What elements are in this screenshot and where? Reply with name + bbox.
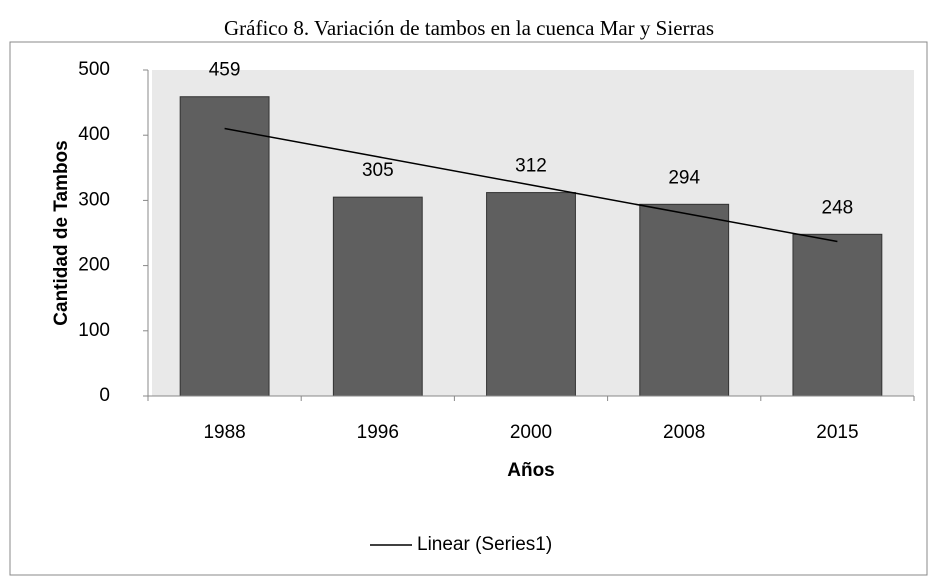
x-axis-title: Años [507, 460, 555, 481]
y-tick-label: 300 [78, 189, 110, 210]
y-axis-title: Cantidad de Tambos [51, 140, 72, 325]
trend-line [224, 127, 838, 243]
x-tick-label: 1988 [203, 422, 245, 443]
bar [486, 192, 576, 397]
data-label: 305 [362, 160, 394, 181]
bar [179, 96, 270, 397]
y-tick-label: 0 [99, 385, 110, 406]
bar [332, 196, 423, 397]
bar [792, 233, 883, 397]
y-tick-label: 200 [78, 255, 110, 276]
x-tick-label: 2015 [816, 422, 858, 443]
y-tick-label: 100 [78, 320, 110, 341]
data-label: 459 [209, 60, 241, 81]
x-tick-label: 2000 [510, 422, 552, 443]
legend-label: Linear (Series1) [417, 534, 552, 555]
data-label: 312 [515, 156, 547, 177]
chart-title: Gráfico 8. Variación de tambos en la cue… [224, 16, 714, 40]
y-tick-label: 500 [78, 59, 110, 80]
data-label: 294 [668, 167, 700, 188]
y-tick-label: 400 [78, 124, 110, 145]
bar [639, 203, 730, 397]
x-tick-label: 2008 [663, 422, 705, 443]
data-label: 248 [822, 197, 854, 218]
x-tick-label: 1996 [357, 422, 399, 443]
